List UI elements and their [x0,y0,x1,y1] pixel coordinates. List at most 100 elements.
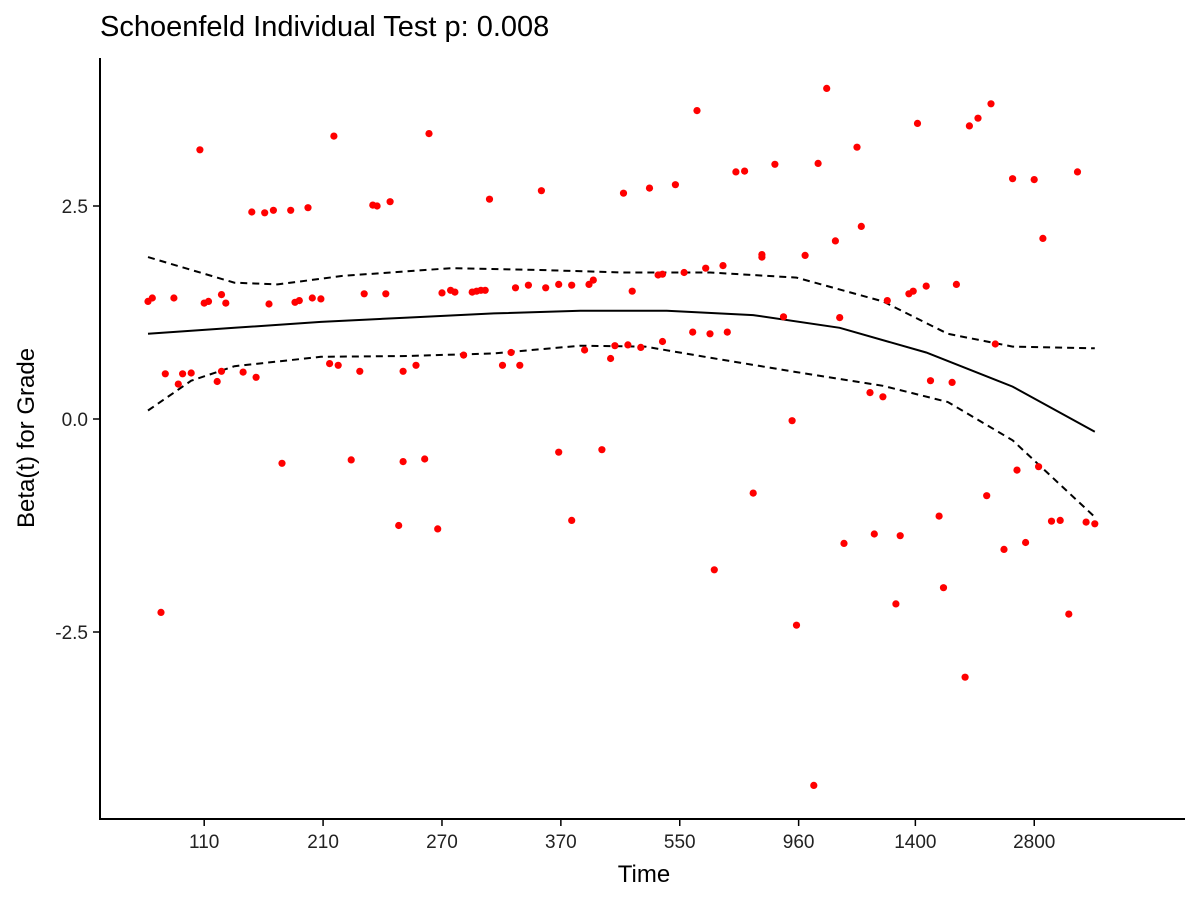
residual-point [702,264,710,272]
x-tick-label: 2800 [1013,832,1055,853]
residual-point [356,367,364,375]
confidence-band-line [147,256,1095,350]
residual-point [1009,175,1017,183]
residual-point [771,160,779,168]
residual-point [1073,168,1082,176]
residual-point [948,378,956,386]
residual-point [421,455,429,463]
residual-point [628,287,636,295]
residual-point [217,291,226,299]
residual-point [598,446,606,454]
residual-point [853,143,861,151]
residual-point [278,459,286,467]
residual-point [710,566,718,574]
x-tick-label: 1400 [894,832,936,853]
residual-point [1035,463,1043,471]
residual-point [965,122,974,130]
residual-point [909,287,917,295]
residual-point [485,195,494,203]
residual-point [239,368,247,376]
residual-point [261,209,269,217]
residual-point [196,146,204,154]
residual-point [1056,516,1064,525]
residual-point [360,290,368,298]
residual-point [148,294,156,302]
residual-point [658,337,667,346]
residual-point [412,361,420,369]
residual-point [836,314,844,322]
residual-point [926,377,935,385]
residual-point [607,354,615,363]
residual-point [248,208,256,216]
x-tick-label: 110 [189,832,219,853]
residual-point [792,621,801,629]
residual-point [161,370,169,378]
residual-point [1065,610,1073,618]
residual-point [157,608,165,617]
residual-point [204,297,213,305]
residual-point [511,284,520,292]
residual-point [619,189,628,197]
residual-point [179,370,187,378]
residual-point [823,84,831,92]
residual-point [217,367,226,375]
residual-point [399,367,407,375]
residual-point [896,532,904,540]
residual-point [213,377,221,386]
residual-point [581,346,589,354]
residual-point [814,159,822,167]
residual-point [913,119,922,127]
residual-point [719,262,727,270]
residual-point [939,584,948,592]
residual-point [658,270,667,278]
residual-point [1013,466,1021,474]
plot-area [144,84,1099,790]
residual-point [537,187,546,195]
residual-point [831,237,840,245]
residual-point [706,330,714,338]
x-tick-label: 270 [426,832,458,853]
residual-point [987,100,995,108]
residual-point [1000,545,1008,554]
residual-point [883,297,891,305]
residual-point [952,280,961,288]
residual-point [386,198,394,206]
residual-point [983,492,991,500]
residual-point [961,673,969,681]
residual-point [425,130,433,138]
residual-point [326,360,334,368]
residual-point [481,286,489,294]
residual-point [460,351,468,359]
residual-point [382,290,390,298]
residual-point [840,539,848,548]
residual-point [187,369,195,377]
residual-point [174,380,182,388]
residual-point [1030,176,1038,184]
x-axis-label: Time [618,861,670,888]
residual-point [1082,518,1090,526]
chart-title: Schoenfeld Individual Test p: 0.008 [100,11,549,43]
residual-point [434,525,442,533]
residual-point [749,489,757,497]
residual-point [170,294,178,302]
residual-point [779,313,788,321]
residual-point [252,373,260,381]
residual-point [524,281,533,289]
residual-point [788,417,796,425]
beta-smooth-line [147,309,1096,433]
residual-point [438,289,446,297]
residual-point [810,781,818,790]
residual-point [330,132,338,140]
x-tick-label: 210 [307,832,339,853]
residual-point [922,282,930,290]
x-tick-label: 960 [783,832,815,853]
x-axis-ticks: 110 210 270 370 550 960 1400 2800 [189,819,1055,853]
residual-point [568,516,576,525]
residual-point [451,288,459,296]
residual-point [870,530,878,538]
residual-point [516,361,524,369]
residual-point [892,600,900,608]
residual-point [879,393,887,401]
residual-point [498,361,507,369]
